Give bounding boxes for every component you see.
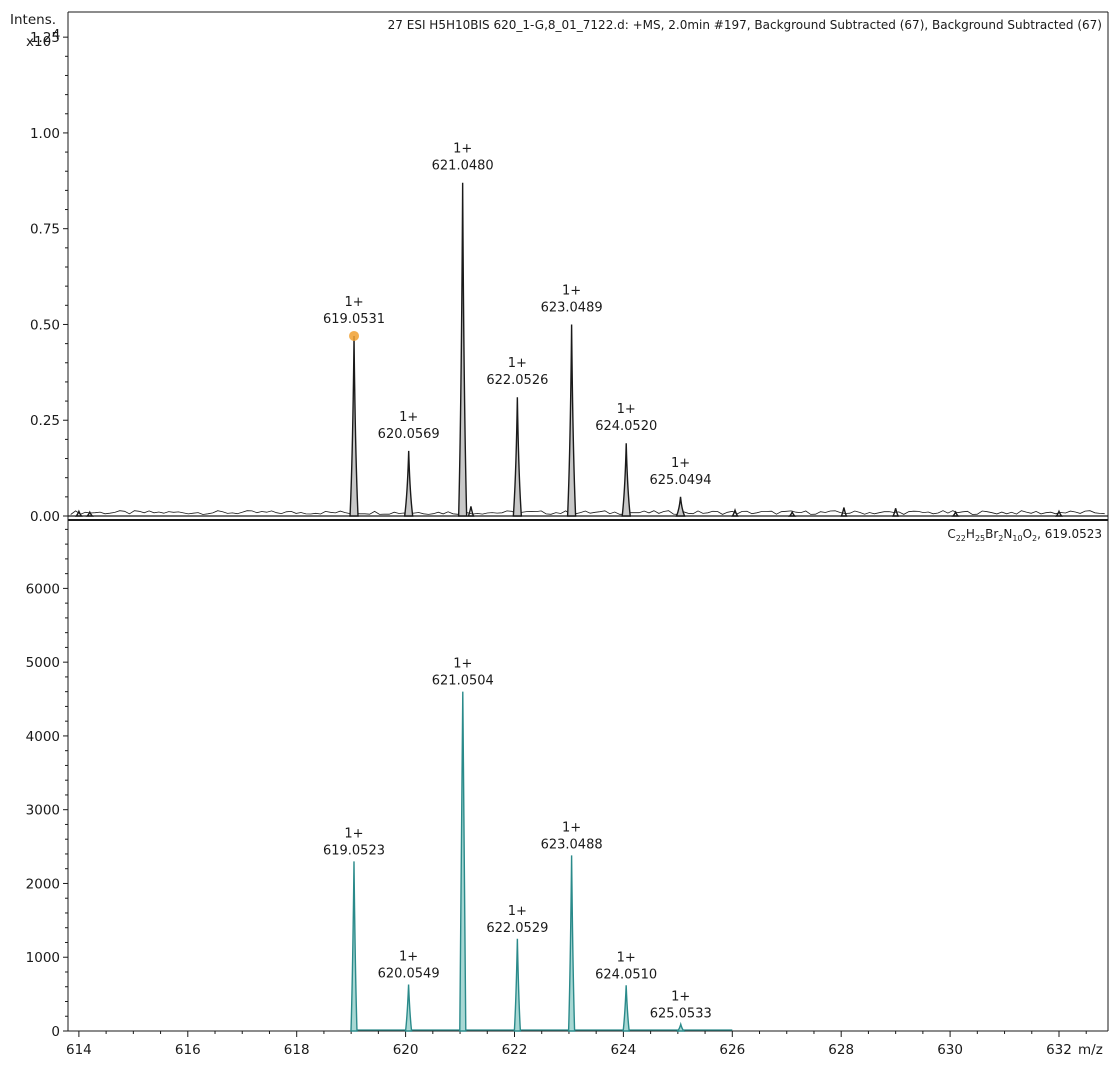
peak-charge-label: 1+ bbox=[508, 356, 527, 371]
x-tick-label: 618 bbox=[284, 1042, 310, 1058]
y-tick-label: 6000 bbox=[26, 581, 60, 597]
y-tick-label: 4000 bbox=[26, 729, 60, 745]
formula-text: Br bbox=[985, 527, 998, 541]
peak-charge-label: 1+ bbox=[562, 820, 581, 835]
simulated-peak-625.0533 bbox=[676, 1021, 686, 1032]
formula-text: H bbox=[966, 527, 975, 541]
formula-text: N bbox=[1003, 527, 1012, 541]
y-tick-label: 0.00 bbox=[30, 509, 60, 525]
formula-subscript: 10 bbox=[1012, 534, 1022, 543]
y-tick-label: 0 bbox=[51, 1024, 60, 1040]
peak-mz-label: 619.0531 bbox=[323, 312, 385, 327]
x-tick-label: 616 bbox=[175, 1042, 201, 1058]
selected-peak-marker[interactable] bbox=[349, 330, 360, 341]
formula-text: O bbox=[1023, 527, 1032, 541]
formula-subscript: 22 bbox=[956, 534, 966, 543]
y-tick-label: 0.75 bbox=[30, 222, 60, 238]
y-axis-label: Intens. bbox=[10, 12, 56, 28]
y-tick-label: 0.50 bbox=[30, 317, 60, 333]
y-scale-label: x10 bbox=[26, 34, 51, 50]
simulated-formula-title: C22H25Br2N10O2, 619.0523 bbox=[947, 527, 1102, 543]
peak-mz-label: 621.0504 bbox=[432, 674, 494, 689]
peak-charge-label: 1+ bbox=[508, 904, 527, 919]
peak-charge-label: 1+ bbox=[399, 950, 418, 965]
y-tick-label: 5000 bbox=[26, 655, 60, 671]
peak-mz-label: 621.0480 bbox=[432, 159, 494, 174]
peak-623.0489 bbox=[566, 324, 577, 517]
formula-subscript: 25 bbox=[975, 534, 985, 543]
minor-peak bbox=[788, 510, 797, 517]
peak-mz-label: 619.0523 bbox=[323, 843, 385, 858]
peak-621.0480 bbox=[457, 182, 468, 517]
peak-charge-label: 1+ bbox=[344, 295, 363, 310]
simulated-peak-623.0488 bbox=[567, 855, 576, 1032]
peak-mz-label: 620.0569 bbox=[378, 427, 440, 442]
minor-peak bbox=[840, 507, 848, 517]
peak-mz-label: 622.0526 bbox=[486, 373, 548, 388]
simulated-peak-622.0529 bbox=[513, 938, 522, 1032]
simulated-spectrum-panel: C22H25Br2N10O2, 619.05230100020003000400… bbox=[26, 527, 1102, 1040]
x-tick-label: 614 bbox=[66, 1042, 92, 1058]
peak-620.0569 bbox=[403, 450, 414, 517]
peak-charge-label: 1+ bbox=[562, 283, 581, 298]
minor-peak bbox=[467, 506, 475, 517]
x-axis-label: m/z bbox=[1078, 1042, 1103, 1058]
y-tick-label: 0.25 bbox=[30, 413, 60, 429]
peak-619.0531 bbox=[349, 335, 359, 517]
peak-charge-label: 1+ bbox=[671, 989, 690, 1004]
minor-peak bbox=[731, 507, 739, 517]
peak-625.0494 bbox=[675, 496, 686, 517]
peak-mz-label: 624.0520 bbox=[595, 419, 657, 434]
peak-mz-label: 625.0494 bbox=[650, 473, 712, 488]
simulated-peak-624.0510 bbox=[622, 985, 630, 1032]
peak-mz-label: 622.0529 bbox=[486, 921, 548, 936]
formula-subscript: 2 bbox=[1032, 534, 1037, 543]
experimental-spectrum-panel: Intens. x10 4 27 ESI H5H10BIS 620_1-G,8_01_… bbox=[10, 12, 1108, 525]
y-scale-exponent: 4 bbox=[52, 28, 60, 43]
simulated-peak-619.0523 bbox=[350, 861, 358, 1032]
peak-624.0520 bbox=[621, 443, 632, 517]
spectrum-title: 27 ESI H5H10BIS 620_1-G,8_01_7122.d: +MS… bbox=[388, 18, 1102, 32]
formula-text: C bbox=[947, 527, 955, 541]
x-tick-label: 628 bbox=[828, 1042, 854, 1058]
formula-subscript: 2 bbox=[998, 534, 1003, 543]
peak-mz-label: 620.0549 bbox=[378, 967, 440, 982]
peak-mz-label: 624.0510 bbox=[595, 967, 657, 982]
peak-622.0526 bbox=[512, 397, 523, 517]
y-tick-label: 3000 bbox=[26, 803, 60, 819]
y-tick-label: 1.25 bbox=[30, 30, 60, 46]
simulated-peak-621.0504 bbox=[459, 691, 467, 1032]
peak-charge-label: 1+ bbox=[453, 142, 472, 157]
peak-mz-label: 625.0533 bbox=[650, 1006, 712, 1021]
x-tick-label: 626 bbox=[719, 1042, 745, 1058]
x-tick-label: 624 bbox=[611, 1042, 637, 1058]
minor-peak bbox=[74, 509, 83, 517]
y-tick-label: 2000 bbox=[26, 876, 60, 892]
baseline-noise bbox=[70, 510, 1105, 515]
x-tick-label: 622 bbox=[502, 1042, 528, 1058]
peak-charge-label: 1+ bbox=[453, 657, 472, 672]
minor-peak bbox=[892, 508, 900, 517]
peak-charge-label: 1+ bbox=[671, 456, 690, 471]
x-tick-label: 620 bbox=[393, 1042, 419, 1058]
peak-charge-label: 1+ bbox=[617, 402, 636, 417]
peak-charge-label: 1+ bbox=[617, 950, 636, 965]
x-tick-label: 630 bbox=[937, 1042, 963, 1058]
peak-charge-label: 1+ bbox=[399, 410, 418, 425]
formula-text: , 619.0523 bbox=[1037, 527, 1102, 541]
peak-mz-label: 623.0489 bbox=[541, 300, 603, 315]
y-tick-label: 1000 bbox=[26, 950, 60, 966]
peak-mz-label: 623.0488 bbox=[541, 837, 603, 852]
x-tick-label: 632 bbox=[1046, 1042, 1072, 1058]
y-tick-label: 1.00 bbox=[30, 126, 60, 142]
peak-charge-label: 1+ bbox=[344, 826, 363, 841]
simulated-peak-620.0549 bbox=[404, 984, 413, 1032]
minor-peak bbox=[951, 510, 960, 517]
minor-peak bbox=[85, 510, 94, 517]
minor-peak bbox=[1055, 509, 1063, 517]
